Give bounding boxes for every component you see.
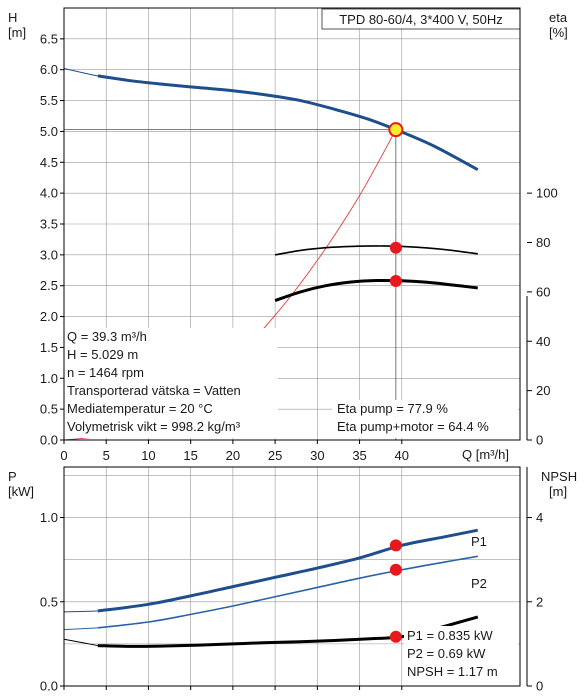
npsh-marker xyxy=(389,630,402,643)
top-y-tick-label: 1.5 xyxy=(40,340,58,355)
top-x-tick-label: 30 xyxy=(310,448,324,463)
top-y-tick-label: 6.0 xyxy=(40,62,58,77)
p1-curve-extension xyxy=(63,610,98,613)
top-y-tick-label: 5.5 xyxy=(40,93,58,108)
bottom-y-tick-label: 0.5 xyxy=(40,594,58,609)
bottom-plot-frame xyxy=(63,466,521,687)
eta-tick-label: 20 xyxy=(536,383,550,398)
eta-tick-label: 60 xyxy=(536,284,550,299)
info-line-fluid: Transporterad vätska = Vatten xyxy=(67,383,241,398)
npsh-tick-label: 4 xyxy=(536,510,543,525)
eta-tick-label: 80 xyxy=(536,235,550,250)
x-axis-label-bg xyxy=(440,447,518,463)
eta-tick-label: 0 xyxy=(536,433,543,448)
top-left-axis-label-2: [m] xyxy=(8,25,26,40)
eta-box-bg xyxy=(332,400,518,438)
info-line-h: H = 5.029 m xyxy=(67,347,138,362)
info-line-density: Volymetrisk vikt = 998.2 kg/m³ xyxy=(67,419,241,434)
x-axis-label: Q [m³/h] xyxy=(462,447,509,462)
bottom-right-axis-label-2: [m] xyxy=(549,484,567,499)
info-line-temperature: Mediatemperatur = 20 °C xyxy=(67,401,213,416)
p2-curve xyxy=(97,555,478,629)
p1-series-label: P1 xyxy=(471,534,487,549)
npsh-tick-label: 2 xyxy=(536,594,543,609)
top-y-tick-label: 0.0 xyxy=(40,433,58,448)
top-left-axis-label-1: H xyxy=(8,10,17,25)
eta-pump-label: Eta pump = 77.9 % xyxy=(337,401,448,416)
top-y-tick-label: 4.0 xyxy=(40,186,58,201)
p1-curve xyxy=(97,528,479,613)
top-x-tick-label: 15 xyxy=(183,448,197,463)
top-y-tick-label: 3.0 xyxy=(40,247,58,262)
p2-series-label: P2 xyxy=(471,576,487,591)
top-x-tick-label: 20 xyxy=(226,448,240,463)
bottom-right-axis-label-1: NPSH xyxy=(541,469,577,484)
info-line-q: Q = 39.3 m³/h xyxy=(67,329,147,344)
eta-tick-label: 100 xyxy=(536,186,558,201)
bottom-grid xyxy=(64,467,520,686)
top-x-tick-label: 40 xyxy=(395,448,409,463)
top-right-axis-label-2: [%] xyxy=(549,25,568,40)
top-x-tick-label: 0 xyxy=(60,448,67,463)
bottom-left-axis-label-1: P xyxy=(8,469,17,484)
p2-curve-extension xyxy=(63,627,98,631)
head-curve xyxy=(97,74,479,172)
top-y-tick-label: 0.5 xyxy=(40,402,58,417)
top-y-tick-label: 2.0 xyxy=(40,309,58,324)
info-box-bg xyxy=(64,328,278,438)
npsh-tick-label: 0 xyxy=(536,679,543,694)
top-y-tick-label: 3.5 xyxy=(40,217,58,232)
info-line-p2: P2 = 0.69 kW xyxy=(407,646,486,661)
eta-pump-marker xyxy=(389,241,402,254)
p1-marker xyxy=(389,539,402,552)
info-line-n: n = 1464 rpm xyxy=(67,365,144,380)
top-right-axis-label-1: eta xyxy=(549,10,568,25)
eta-tick-label: 40 xyxy=(536,334,550,349)
marks-layer: 0 5 10 15 20 25 30 35 400.00.51.01.52.02.53.03.5… xyxy=(40,31,558,693)
top-y-tick-label: 1.0 xyxy=(40,371,58,386)
top-x-tick-label: 10 xyxy=(141,448,155,463)
power-info-bg xyxy=(404,626,518,684)
npsh-curve-extension xyxy=(63,638,98,647)
top-y-tick-label: 6.5 xyxy=(40,31,58,46)
top-x-tick-label: 25 xyxy=(268,448,282,463)
top-y-tick-label: 4.5 xyxy=(40,155,58,170)
eta-pump-curve xyxy=(274,245,478,256)
bottom-left-axis-label-2: [kW] xyxy=(8,484,34,499)
bottom-y-tick-label: 1.0 xyxy=(40,510,58,525)
chart-title: TPD 80-60/4, 3*400 V, 50Hz xyxy=(339,12,503,27)
p2-marker xyxy=(389,563,402,576)
eta-total-curve xyxy=(274,278,478,302)
info-line-p1: P1 = 0.835 kW xyxy=(407,628,493,643)
top-y-tick-label: 5.0 xyxy=(40,124,58,139)
bottom-y-tick-label: 0.0 xyxy=(40,679,58,694)
eta-total-marker xyxy=(389,275,402,288)
operating-point-marker xyxy=(388,122,404,138)
eta-total-label: Eta pump+motor = 64.4 % xyxy=(337,419,489,434)
top-x-tick-label: 35 xyxy=(352,448,366,463)
info-line-npsh: NPSH = 1.17 m xyxy=(407,664,498,679)
top-y-tick-label: 2.5 xyxy=(40,278,58,293)
top-x-tick-label: 5 xyxy=(103,448,110,463)
